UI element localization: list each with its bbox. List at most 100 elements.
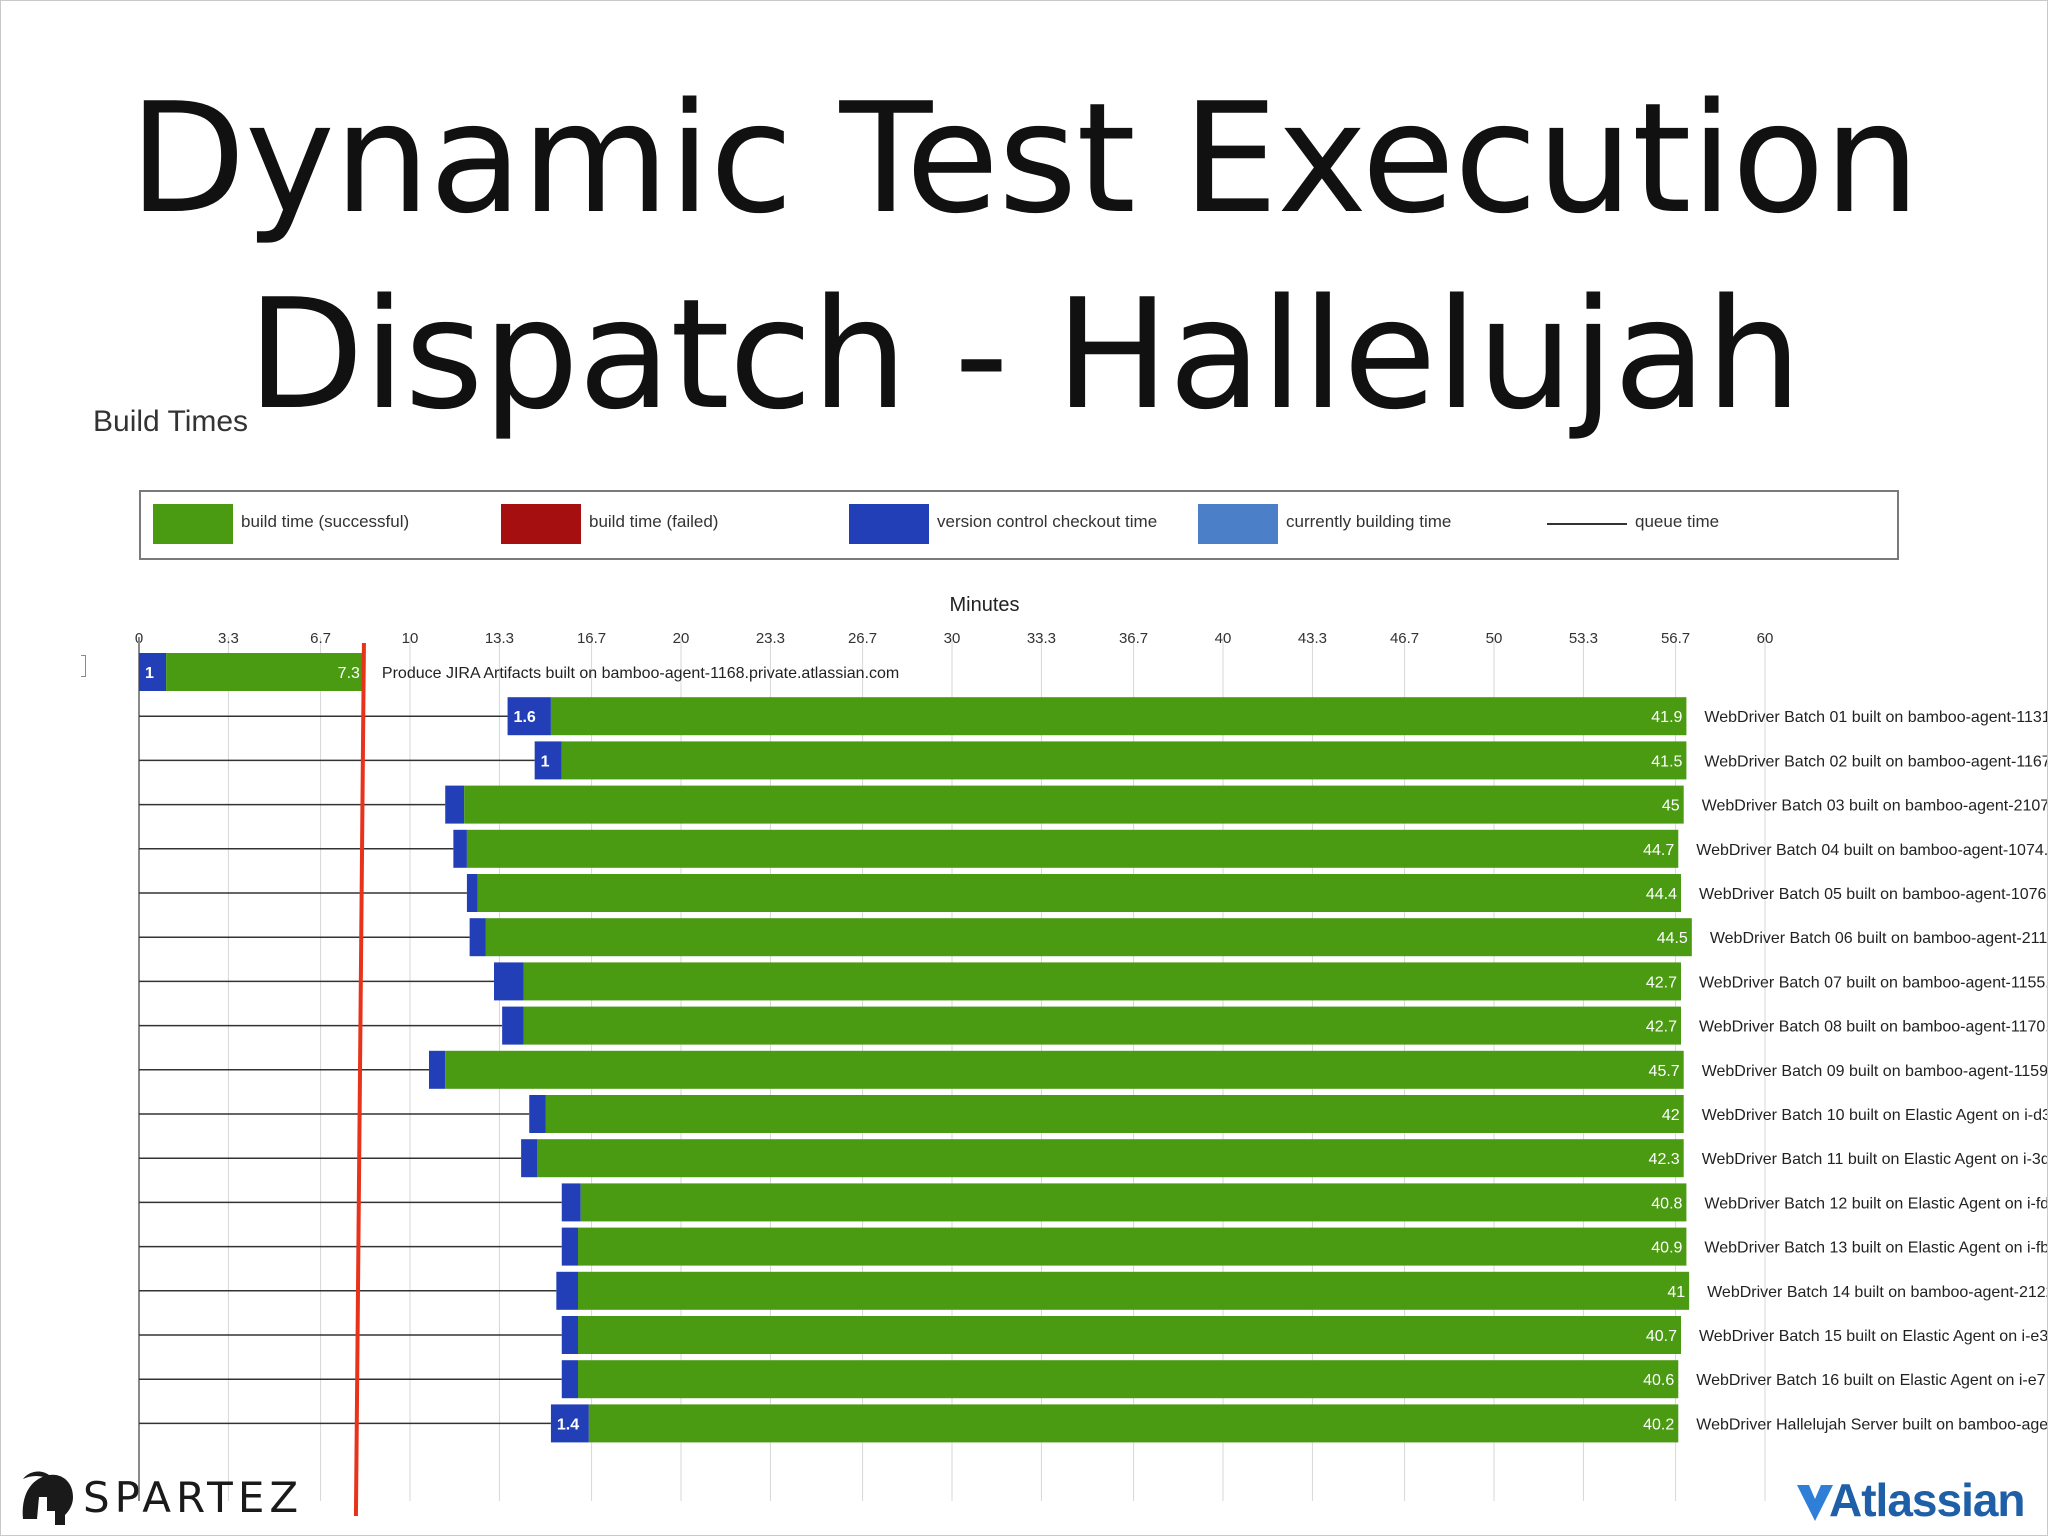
x-tick-label: 23.3 — [756, 630, 785, 647]
legend-label-currently-building: currently building time — [1286, 512, 1452, 531]
build-bar — [523, 962, 1681, 1001]
build-value-label: 44.4 — [1646, 886, 1677, 903]
row-label: WebDriver Batch 01 built on bamboo-agent… — [1704, 709, 2047, 726]
checkout-bar — [556, 1271, 579, 1310]
row-label: WebDriver Batch 08 built on bamboo-agent… — [1699, 1019, 2047, 1036]
build-value-label: 40.7 — [1646, 1328, 1677, 1345]
checkout-bar — [534, 741, 562, 780]
atlassian-logo: Atlassian — [1793, 1471, 2033, 1531]
x-tick-label: 43.3 — [1298, 630, 1327, 647]
slide-title-line-1: Dynamic Test Execution — [128, 70, 1920, 247]
checkout-bar — [550, 1404, 589, 1443]
legend-swatch-currently-building — [1198, 504, 1278, 544]
build-value-label: 40.2 — [1643, 1416, 1674, 1433]
build-value-label: 45 — [1662, 798, 1680, 815]
checkout-bar — [494, 962, 524, 1001]
build-bar — [445, 1050, 1684, 1089]
build-bar — [578, 1271, 1690, 1310]
x-tick-label: 6.7 — [310, 630, 331, 647]
atlassian-logo-text: Atlassian — [1829, 1474, 2026, 1526]
row-label: WebDriver Batch 12 built on Elastic Agen… — [1704, 1195, 2047, 1212]
slide-title: Dynamic Test Execution Dispatch - Hallel… — [1, 61, 2047, 453]
build-value-label: 42 — [1662, 1107, 1680, 1124]
build-bar — [537, 1139, 1684, 1178]
checkout-bar — [561, 1316, 579, 1354]
row-label: WebDriver Batch 11 built on Elastic Agen… — [1702, 1151, 2047, 1168]
build-value-label: 42.3 — [1649, 1151, 1680, 1168]
checkout-bar — [469, 918, 486, 957]
checkout-bar — [445, 785, 465, 824]
build-value-label: 41.5 — [1651, 753, 1682, 770]
build-value-label: 42.7 — [1646, 1019, 1677, 1036]
build-value-label: 7.3 — [338, 665, 360, 682]
legend-swatch-build-successful — [153, 504, 233, 544]
row-label: WebDriver Batch 14 built on bamboo-agent… — [1707, 1284, 2047, 1301]
build-bar — [578, 1316, 1681, 1354]
x-tick-label: 36.7 — [1119, 630, 1148, 647]
build-value-label: 42.7 — [1646, 974, 1677, 991]
checkout-bar — [529, 1095, 546, 1133]
x-tick-label: 13.3 — [485, 630, 514, 647]
build-bar — [523, 1006, 1681, 1045]
row-label: WebDriver Batch 09 built on bamboo-agent… — [1702, 1063, 2047, 1080]
build-value-label: 40.8 — [1651, 1195, 1682, 1212]
x-tick-label: 3.3 — [218, 630, 239, 647]
legend-swatch-build-failed — [501, 504, 581, 544]
build-bar — [578, 1360, 1679, 1399]
x-tick-label: 53.3 — [1569, 630, 1598, 647]
x-tick-label: 40 — [1215, 630, 1232, 647]
build-value-label: 40.9 — [1651, 1240, 1682, 1257]
x-tick-label: 50 — [1486, 630, 1503, 647]
build-bar — [545, 1095, 1684, 1133]
legend-label-build-failed: build time (failed) — [589, 512, 719, 531]
x-tick-label: 30 — [944, 630, 961, 647]
row-label: WebDriver Batch 15 built on Elastic Agen… — [1699, 1328, 2047, 1345]
build-value-label: 44.5 — [1657, 930, 1688, 947]
checkout-bar — [561, 1360, 579, 1399]
row-label: WebDriver Batch 13 built on Elastic Agen… — [1704, 1240, 2047, 1257]
build-value-label: 41.9 — [1651, 709, 1682, 726]
spartez-logo: SPARTEZ — [15, 1467, 315, 1529]
spartan-helmet-icon — [22, 1471, 73, 1525]
build-value-label: 41 — [1667, 1284, 1685, 1301]
row-label: WebDriver Batch 02 built on bamboo-agent… — [1704, 753, 2047, 770]
x-tick-label: 46.7 — [1390, 630, 1419, 647]
row-label: WebDriver Batch 10 built on Elastic Agen… — [1702, 1107, 2047, 1124]
chart-legend: build time (successful) build time (fail… — [139, 490, 1899, 560]
legend-label-checkout: version control checkout time — [937, 512, 1158, 531]
build-times-chart: Minutes03.36.71013.316.72023.326.73033.3… — [135, 594, 2047, 1517]
spartez-logo-text: SPARTEZ — [83, 1473, 304, 1522]
x-tick-label: 20 — [673, 630, 690, 647]
row-label: WebDriver Hallelujah Server built on bam… — [1696, 1416, 2047, 1433]
slide-title-line-2: Dispatch - Hallelujah — [247, 266, 1802, 443]
checkout-bar — [561, 1227, 579, 1266]
row-label: WebDriver Batch 07 built on bamboo-agent… — [1699, 974, 2047, 991]
build-bar — [485, 918, 1692, 957]
row-label: WebDriver Batch 05 built on bamboo-agent… — [1699, 886, 2047, 903]
x-tick-label: 56.7 — [1661, 630, 1690, 647]
atlassian-mark-icon — [1797, 1485, 1833, 1521]
build-bar — [466, 829, 1679, 868]
checkout-bar — [507, 697, 551, 736]
checkout-bar — [139, 653, 167, 691]
x-tick-label: 16.7 — [577, 630, 606, 647]
build-bar — [166, 653, 364, 691]
legend-swatch-checkout — [849, 504, 929, 544]
legend-line-queue-time — [1547, 523, 1627, 525]
build-bar — [477, 874, 1681, 912]
x-tick-label: 10 — [402, 630, 419, 647]
legend-label-queue-time: queue time — [1635, 512, 1720, 531]
row-label: WebDriver Batch 04 built on bamboo-agent… — [1696, 842, 2047, 859]
build-bar — [578, 1227, 1687, 1266]
checkout-bar — [502, 1006, 524, 1045]
row-label: WebDriver Batch 06 built on bamboo-agent… — [1710, 930, 2047, 947]
checkout-value-label: 1 — [541, 753, 550, 770]
build-bar — [588, 1404, 1679, 1443]
build-value-label: 44.7 — [1643, 842, 1674, 859]
collapse-bracket-icon — [81, 655, 86, 677]
x-tick-label: 60 — [1757, 630, 1774, 647]
checkout-value-label: 1.4 — [557, 1416, 579, 1433]
row-label: WebDriver Batch 16 built on Elastic Agen… — [1696, 1372, 2045, 1389]
checkout-bar — [561, 1183, 581, 1222]
